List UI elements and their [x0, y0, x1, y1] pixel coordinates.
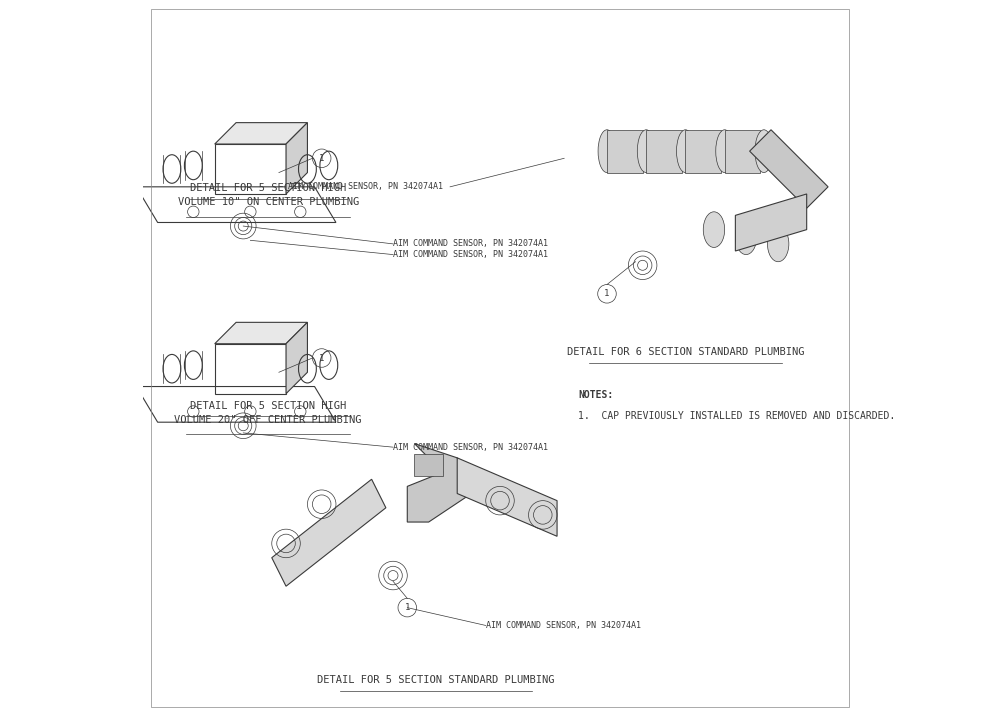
Ellipse shape — [637, 130, 655, 173]
Text: 1: 1 — [405, 603, 410, 612]
Text: 1: 1 — [319, 354, 324, 362]
Text: DETAIL FOR 5 SECTION HIGH
VOLUME 20" OFF CENTER PLUMBING: DETAIL FOR 5 SECTION HIGH VOLUME 20" OFF… — [174, 401, 362, 425]
Polygon shape — [215, 322, 307, 344]
Bar — [725, 130, 760, 173]
Ellipse shape — [598, 130, 616, 173]
Ellipse shape — [716, 130, 734, 173]
Text: 1: 1 — [319, 154, 324, 163]
Bar — [685, 130, 721, 173]
Bar — [215, 344, 286, 394]
Text: AIM COMMAND SENSOR, PN 342074A1: AIM COMMAND SENSOR, PN 342074A1 — [393, 442, 548, 452]
Text: NOTES:: NOTES: — [578, 390, 614, 400]
Text: DETAIL FOR 5 SECTION STANDARD PLUMBING: DETAIL FOR 5 SECTION STANDARD PLUMBING — [317, 675, 555, 685]
Ellipse shape — [703, 212, 725, 248]
Text: AIM COMMAND SENSOR, PN 342074A1: AIM COMMAND SENSOR, PN 342074A1 — [393, 239, 548, 248]
Polygon shape — [750, 130, 828, 208]
Polygon shape — [215, 122, 307, 144]
Polygon shape — [457, 458, 557, 536]
Polygon shape — [286, 122, 307, 194]
Text: AIM COMMAND SENSOR, PN 342074A1: AIM COMMAND SENSOR, PN 342074A1 — [288, 183, 443, 191]
Text: AIM COMMAND SENSOR, PN 342074A1: AIM COMMAND SENSOR, PN 342074A1 — [393, 250, 548, 259]
Ellipse shape — [767, 226, 789, 262]
Polygon shape — [735, 194, 807, 251]
Text: 1.  CAP PREVIOUSLY INSTALLED IS REMOVED AND DISCARDED.: 1. CAP PREVIOUSLY INSTALLED IS REMOVED A… — [578, 412, 896, 422]
Bar — [607, 130, 643, 173]
Ellipse shape — [735, 219, 757, 255]
Polygon shape — [286, 322, 307, 394]
Bar — [646, 130, 682, 173]
Text: DETAIL FOR 6 SECTION STANDARD PLUMBING: DETAIL FOR 6 SECTION STANDARD PLUMBING — [567, 347, 804, 357]
Ellipse shape — [755, 130, 773, 173]
Bar — [215, 144, 286, 194]
Polygon shape — [272, 479, 386, 586]
Text: AIM COMMAND SENSOR, PN 342074A1: AIM COMMAND SENSOR, PN 342074A1 — [486, 621, 641, 630]
Bar — [414, 454, 443, 475]
Polygon shape — [407, 444, 471, 522]
Ellipse shape — [677, 130, 694, 173]
Text: DETAIL FOR 5 SECTION HIGH
VOLUME 10" ON CENTER PLUMBING: DETAIL FOR 5 SECTION HIGH VOLUME 10" ON … — [178, 183, 359, 207]
Text: 1: 1 — [604, 289, 610, 299]
